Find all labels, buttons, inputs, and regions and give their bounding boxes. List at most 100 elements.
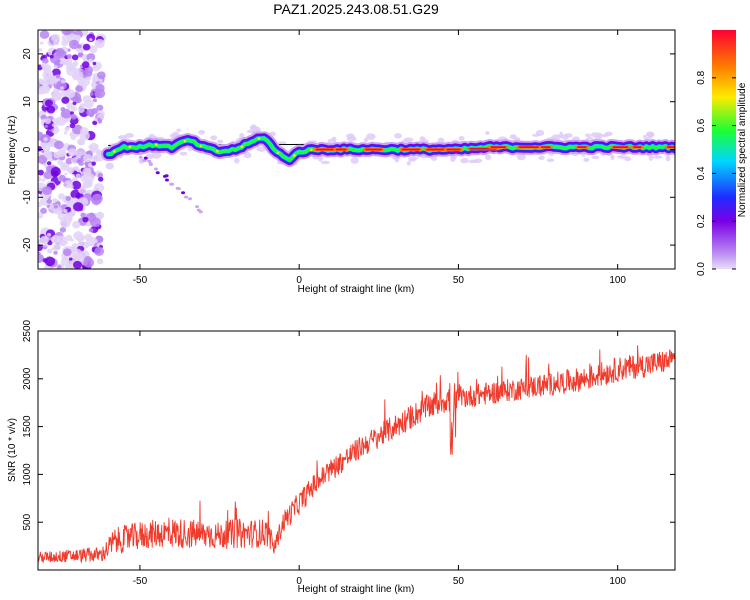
- noise-blob: [92, 120, 98, 126]
- x-tick-label: 50: [453, 275, 465, 286]
- noise-blob: [41, 149, 45, 153]
- noise-blob: [64, 264, 74, 269]
- noise-blob: [40, 144, 46, 149]
- noise-blob: [86, 53, 96, 62]
- noise-blob: [38, 176, 42, 182]
- noise-blob: [40, 79, 47, 86]
- noise-blob: [53, 250, 58, 255]
- noise-blob: [78, 139, 86, 146]
- streak-blob: [162, 174, 167, 178]
- noise-blob: [70, 113, 77, 120]
- noise-blob: [72, 202, 84, 212]
- snr-y-label: SNR (10 * v/v): [7, 418, 18, 482]
- noise-blob: [72, 221, 81, 229]
- halo-blob: [249, 124, 258, 132]
- noise-blob: [82, 216, 89, 223]
- noise-blob: [92, 98, 98, 103]
- noise-blob: [49, 54, 54, 59]
- noise-blob: [91, 155, 100, 163]
- noise-blob: [60, 79, 66, 84]
- noise-blob: [69, 257, 73, 261]
- streak-blob: [155, 171, 160, 175]
- noise-blob: [72, 101, 77, 106]
- noise-blob: [46, 198, 53, 204]
- noise-blob: [80, 127, 89, 136]
- streak-blob: [142, 159, 147, 163]
- noise-blob: [43, 137, 48, 142]
- halo-blob: [406, 161, 411, 166]
- snr-plot-area: [38, 345, 675, 564]
- noise-blob: [53, 243, 61, 251]
- noise-blob: [65, 89, 76, 99]
- halo-blob: [468, 159, 478, 164]
- noise-blob: [58, 174, 66, 182]
- noise-blob: [77, 106, 85, 113]
- halo-blob: [642, 134, 648, 139]
- noise-blob: [51, 91, 62, 101]
- noise-blob: [44, 124, 48, 128]
- noise-blob: [43, 171, 53, 180]
- noise-blob: [77, 241, 84, 247]
- noise-blob: [88, 145, 93, 149]
- spectrogram-axes: -50 0 50 100 -20 -10 0 10 20: [22, 30, 675, 286]
- ridge-hot: [257, 137, 261, 140]
- noise-blob: [73, 260, 82, 269]
- noise-blob: [82, 167, 92, 176]
- y-tick-label: 10: [22, 96, 33, 108]
- halo-blob: [591, 155, 600, 160]
- noise-blob: [88, 228, 94, 233]
- snr-frame: [37, 330, 676, 571]
- noise-blob: [75, 37, 81, 42]
- noise-blob: [41, 178, 46, 182]
- noise-blob: [88, 58, 94, 64]
- noise-blob: [89, 92, 94, 96]
- noise-blob: [73, 167, 78, 171]
- noise-blob: [93, 238, 98, 244]
- halo-blob: [460, 157, 469, 164]
- colorbar-tick-label: 0.0: [696, 262, 707, 276]
- noise-blob: [82, 185, 87, 189]
- colorbar-tick-label: 0.8: [696, 70, 707, 84]
- colorbar-gradient: [712, 30, 736, 269]
- noise-blob: [41, 57, 49, 64]
- noise-blob: [70, 111, 74, 115]
- noise-blob: [80, 175, 88, 182]
- colorbar-ticks: 0.0 0.2 0.4 0.6 0.8: [696, 70, 736, 276]
- halo-blob: [350, 157, 359, 164]
- halo-blob: [430, 156, 438, 161]
- streak-blob: [153, 167, 158, 171]
- snr-series-line: [38, 345, 675, 564]
- halo-blob: [176, 128, 181, 132]
- noise-blob: [69, 132, 75, 137]
- noise-blob: [89, 45, 98, 54]
- x-tick-label: -50: [133, 275, 148, 286]
- snr-panel: -50 0 50 100 500 1000 1500 2000 2500 Height of s…: [7, 319, 676, 595]
- noise-blob: [63, 131, 68, 135]
- noise-blob: [71, 180, 82, 190]
- noise-blob: [57, 159, 64, 166]
- halo-blob: [419, 136, 426, 141]
- noise-blob: [46, 105, 56, 114]
- noise-blob: [91, 161, 96, 166]
- noise-blob: [59, 217, 71, 228]
- streak-blob: [176, 187, 181, 191]
- noise-blob: [38, 201, 42, 208]
- noise-blob: [40, 62, 47, 69]
- noise-blob: [95, 91, 102, 98]
- noise-blob: [97, 172, 104, 178]
- ridge-hot: [240, 145, 244, 148]
- halo-blob: [584, 133, 592, 138]
- y-tick-label: 2500: [22, 319, 33, 342]
- noise-blob: [89, 217, 101, 228]
- halo-blob: [516, 153, 526, 161]
- noise-blob: [75, 97, 82, 104]
- ridge-hot: [199, 144, 203, 148]
- noise-blob: [52, 198, 57, 202]
- halo-blob: [583, 157, 590, 162]
- streak-blob: [181, 191, 186, 195]
- snr-x-label: Height of straight line (km): [298, 584, 415, 595]
- noise-blob: [53, 204, 58, 209]
- noise-blob: [44, 99, 54, 108]
- noise-blob: [42, 69, 54, 80]
- noise-blob: [83, 257, 95, 268]
